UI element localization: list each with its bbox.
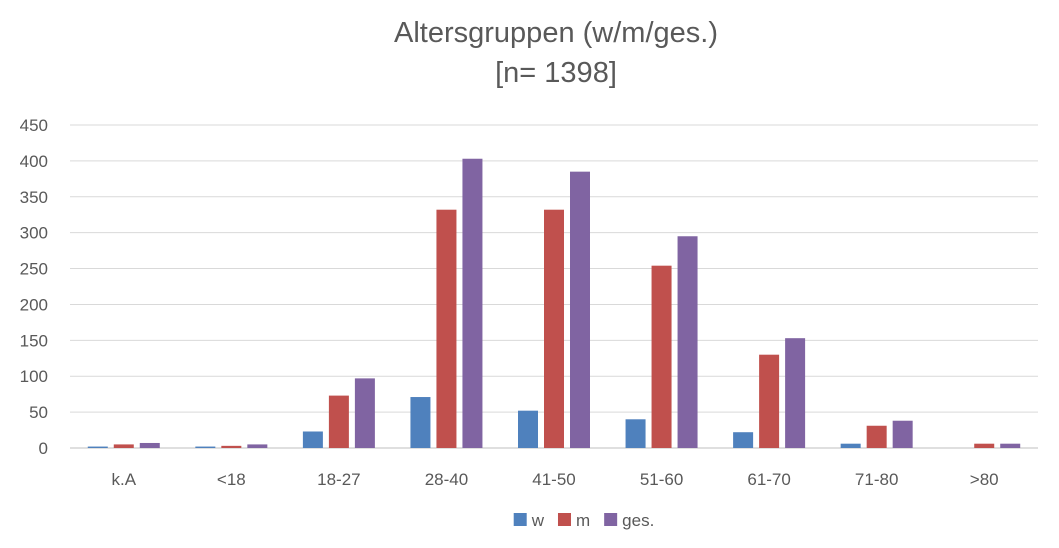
bar-2-5: [677, 236, 698, 448]
legend-label-1: m: [576, 511, 590, 530]
bar-1-2: [328, 395, 349, 448]
bar-1-4: [544, 209, 564, 448]
bar-1-3: [436, 209, 457, 448]
bar-2-0: [139, 442, 160, 448]
y-tick-label: 400: [20, 152, 48, 171]
bar-2-4: [570, 171, 590, 448]
y-axis-ticks: 0 50 100 150 200 250 300 350 400 450: [20, 116, 48, 458]
x-axis-ticks: k.A <18 18-27 28-40 41-50 51-60 61-70 71-80 >80: [111, 470, 998, 489]
bar-0-1: [195, 446, 216, 448]
legend: w m ges.: [513, 511, 654, 530]
x-tick-label: 18-27: [317, 470, 360, 489]
bar-1-0: [113, 444, 134, 448]
bar-1-8: [974, 443, 995, 448]
bar-0-7: [840, 443, 861, 448]
y-tick-label: 150: [20, 331, 48, 350]
bar-2-3: [462, 158, 483, 449]
bar-1-5: [651, 265, 672, 448]
x-tick-label: k.A: [111, 470, 136, 489]
bar-1-7: [866, 425, 887, 448]
y-tick-label: 250: [20, 260, 48, 279]
y-tick-label: 50: [29, 403, 48, 422]
x-tick-label: 28-40: [425, 470, 468, 489]
bar-2-1: [247, 444, 268, 448]
bar-2-8: [1000, 443, 1021, 448]
bar-0-5: [625, 419, 646, 448]
legend-label-0: w: [531, 511, 545, 530]
bar-2-7: [892, 420, 913, 448]
y-tick-label: 300: [20, 224, 48, 243]
chart-title: Altersgruppen (w/m/ges.): [394, 17, 718, 49]
x-tick-label: 51-60: [640, 470, 683, 489]
x-tick-label: >80: [970, 470, 999, 489]
bar-1-1: [221, 445, 242, 448]
bars: [87, 158, 1021, 449]
x-tick-label: 41-50: [532, 470, 575, 489]
x-tick-label: <18: [217, 470, 246, 489]
bar-1-6: [759, 354, 780, 448]
legend-swatch-1: [557, 513, 571, 526]
bar-2-6: [785, 338, 806, 448]
y-tick-label: 200: [20, 295, 48, 314]
legend-swatch-2: [604, 513, 618, 526]
chart-subtitle: [n= 1398]: [495, 57, 617, 89]
bar-0-0: [87, 446, 108, 448]
bar-2-2: [354, 378, 375, 448]
y-tick-label: 100: [20, 367, 48, 386]
legend-label-2: ges.: [622, 511, 654, 530]
x-tick-label: 71-80: [855, 470, 898, 489]
bar-0-2: [302, 431, 323, 448]
bar-0-6: [733, 432, 754, 448]
y-tick-label: 450: [20, 116, 48, 135]
bar-0-3: [410, 397, 431, 448]
x-tick-label: 61-70: [747, 470, 790, 489]
bar-0-4: [518, 410, 538, 448]
legend-swatch-0: [513, 513, 527, 526]
y-tick-label: 350: [20, 188, 48, 207]
y-tick-label: 0: [39, 439, 48, 458]
